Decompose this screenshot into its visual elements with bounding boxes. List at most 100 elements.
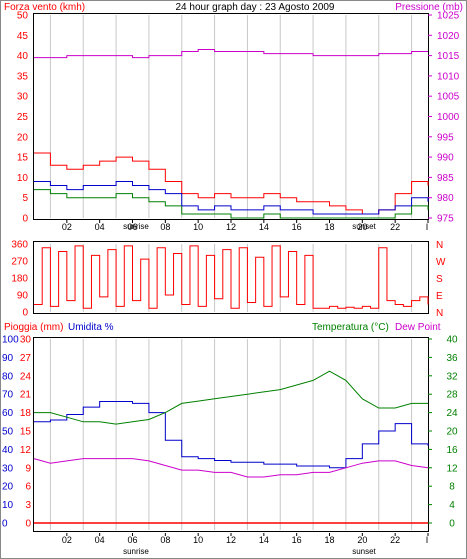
- panel1-x-tick-label: 04: [95, 222, 105, 232]
- panel3-x-tick-label: 08: [160, 535, 170, 545]
- temperature-y-tick-label: 28: [446, 390, 458, 401]
- panel3-x-tick-label: 12: [226, 535, 236, 545]
- panel3-x-tick-label: 16: [292, 535, 302, 545]
- compass-label: S: [436, 274, 443, 285]
- panel-wind-pressure: 0510152025303540455097598098599099510001…: [4, 2, 463, 232]
- temperature-y-tick-label: 32: [446, 371, 458, 382]
- rain-y-tick-label: 27: [20, 353, 32, 364]
- temperature-axis-label: Temperatura (°C): [312, 322, 389, 333]
- compass-label: N: [436, 308, 443, 319]
- pressure-y-tick-label: 1005: [437, 92, 460, 103]
- series-direction: [34, 245, 429, 309]
- rain-y-tick-label: 21: [20, 390, 32, 401]
- series-pressure: [34, 49, 428, 59]
- compass-label: W: [436, 257, 446, 268]
- rain-y-tick-label: 24: [20, 371, 32, 382]
- sunset-label-1: sunset: [352, 222, 376, 231]
- temperature-y-tick-label: 4: [449, 500, 455, 511]
- panel3-frame: [33, 337, 429, 532]
- humidity-y-tick-label: 40: [2, 445, 14, 456]
- humidity-y-tick-label: 60: [2, 408, 14, 419]
- direction-y-tick-label: 360: [11, 240, 28, 251]
- wind-y-tick-label: 0: [22, 214, 28, 225]
- panel1-x-tick-label: 14: [259, 222, 269, 232]
- panel3-x-tick-label: 14: [259, 535, 269, 545]
- wind-y-tick-label: 20: [17, 132, 29, 143]
- wind-y-tick-label: 35: [17, 71, 29, 82]
- panel1-x-tick-label: 20: [357, 222, 367, 232]
- humidity-y-tick-label: 10: [2, 500, 14, 511]
- panel3-x-tick-label: I: [426, 535, 429, 545]
- wind-y-tick-label: 40: [17, 51, 29, 62]
- pressure-axis-label: Pressione (mb): [395, 2, 463, 13]
- wind-y-tick-label: 50: [17, 11, 29, 22]
- wind-y-tick-label: 15: [17, 153, 29, 164]
- panel1-x-tick-label: 18: [324, 222, 334, 232]
- panel1-x-tick-label: 16: [292, 222, 302, 232]
- panel1-frame: [33, 13, 429, 220]
- rain-y-tick-label: 15: [20, 427, 32, 438]
- humidity-y-tick-label: 100: [2, 335, 19, 346]
- series-wind: [34, 189, 429, 219]
- wind-y-tick-label: 25: [17, 112, 29, 123]
- panel1-x-tick-label: I: [426, 222, 429, 232]
- direction-y-tick-label: 270: [11, 257, 28, 268]
- pressure-y-tick-label: 1015: [437, 51, 460, 62]
- pressure-y-tick-label: 975: [437, 214, 454, 225]
- panel1-x-tick-label: 02: [62, 222, 72, 232]
- panel3-x-tick-label: 02: [62, 535, 72, 545]
- rain-y-tick-label: 0: [25, 519, 31, 530]
- wind-y-tick-label: 45: [17, 31, 29, 42]
- panel-rain-humidity-temp: 0102030405060708090100036912151821242730…: [2, 322, 458, 556]
- panel2-series: [34, 245, 429, 309]
- pressure-y-tick-label: 1020: [437, 31, 460, 42]
- panel3-x-tick-label: 18: [324, 535, 334, 545]
- panel3-x-tick-label: 06: [127, 535, 137, 545]
- rain-y-tick-label: 12: [20, 445, 32, 456]
- humidity-y-tick-label: 20: [2, 482, 14, 493]
- direction-y-tick-label: 90: [17, 291, 29, 302]
- panel3-x-tick-label: 10: [193, 535, 203, 545]
- pressure-y-tick-label: 980: [437, 193, 454, 204]
- wind-y-tick-label: 30: [17, 92, 29, 103]
- humidity-axis-label: Umidita %: [68, 322, 114, 333]
- dewpoint-axis-label: Dew Point: [395, 322, 441, 333]
- series-dew_point: [33, 458, 429, 478]
- humidity-y-tick-label: 0: [2, 519, 8, 530]
- sunrise-label-1: sunrise: [123, 222, 149, 231]
- wind-y-tick-label: 10: [17, 173, 29, 184]
- temperature-y-tick-label: 40: [446, 335, 458, 346]
- panel1-x-tick-label: 10: [193, 222, 203, 232]
- humidity-y-tick-label: 70: [2, 390, 14, 401]
- rain-y-tick-label: 3: [25, 500, 31, 511]
- pressure-y-tick-label: 1010: [437, 71, 460, 82]
- temperature-y-tick-label: 36: [446, 353, 458, 364]
- humidity-y-tick-label: 30: [2, 463, 14, 474]
- compass-label: N: [436, 240, 443, 251]
- panel1-x-tick-label: 22: [390, 222, 400, 232]
- panel1-x-tick-label: 12: [226, 222, 236, 232]
- panel1-series: [34, 49, 429, 219]
- direction-y-tick-label: 180: [11, 274, 28, 285]
- rain-y-tick-label: 6: [25, 482, 31, 493]
- temperature-y-tick-label: 0: [449, 519, 455, 530]
- sunrise-label-3: sunrise: [123, 547, 149, 556]
- pressure-y-tick-label: 1000: [437, 112, 460, 123]
- compass-label: E: [436, 291, 443, 302]
- panel3-x-tick-label: 22: [390, 535, 400, 545]
- panel3-series: [33, 370, 429, 524]
- chart-title: 24 hour graph day : 23 Agosto 2009: [175, 2, 334, 13]
- direction-y-tick-label: 0: [22, 308, 28, 319]
- rain-y-tick-label: 18: [20, 408, 32, 419]
- temperature-y-tick-label: 20: [446, 427, 458, 438]
- sunset-label-3: sunset: [352, 547, 376, 556]
- pressure-y-tick-label: 995: [437, 132, 454, 143]
- humidity-y-tick-label: 80: [2, 371, 14, 382]
- wind-y-tick-label: 5: [22, 193, 28, 204]
- panel1-x-tick-label: 08: [160, 222, 170, 232]
- panel3-x-tick-label: 04: [95, 535, 105, 545]
- pressure-y-tick-label: 1025: [437, 11, 460, 22]
